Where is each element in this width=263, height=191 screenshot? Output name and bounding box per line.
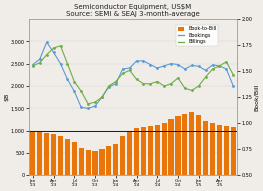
Y-axis label: Book/Bill: Book/Bill (254, 83, 259, 111)
Bar (85, 150, 91, 175)
Bar (231, 127, 236, 175)
Bar (169, 120, 174, 175)
Bar (72, 142, 77, 175)
Bar (203, 121, 208, 175)
Bar (44, 133, 49, 175)
Y-axis label: $B: $B (4, 93, 9, 101)
Bar (196, 115, 201, 175)
Legend: Book-to-Bill, Bookings, Billings: Book-to-Bill, Bookings, Billings (176, 24, 218, 46)
Bar (182, 114, 188, 175)
Bar (106, 146, 112, 175)
Bar (120, 136, 125, 175)
Bar (65, 139, 70, 175)
Bar (99, 149, 105, 175)
Bar (127, 131, 132, 175)
Bar (58, 136, 63, 175)
Bar (210, 123, 215, 175)
Bar (93, 151, 98, 175)
Bar (189, 112, 194, 175)
Bar (30, 131, 36, 175)
Bar (79, 148, 84, 175)
Title: Semiconductor Equipment, US$M
Source: SEMI & SEAJ 3-month-average: Semiconductor Equipment, US$M Source: SE… (66, 4, 200, 17)
Bar (161, 123, 167, 175)
Bar (155, 125, 160, 175)
Bar (37, 132, 42, 175)
Bar (134, 128, 139, 175)
Bar (224, 126, 229, 175)
Bar (141, 127, 146, 175)
Bar (217, 125, 222, 175)
Bar (148, 126, 153, 175)
Bar (51, 134, 56, 175)
Bar (175, 116, 181, 175)
Bar (113, 144, 118, 175)
